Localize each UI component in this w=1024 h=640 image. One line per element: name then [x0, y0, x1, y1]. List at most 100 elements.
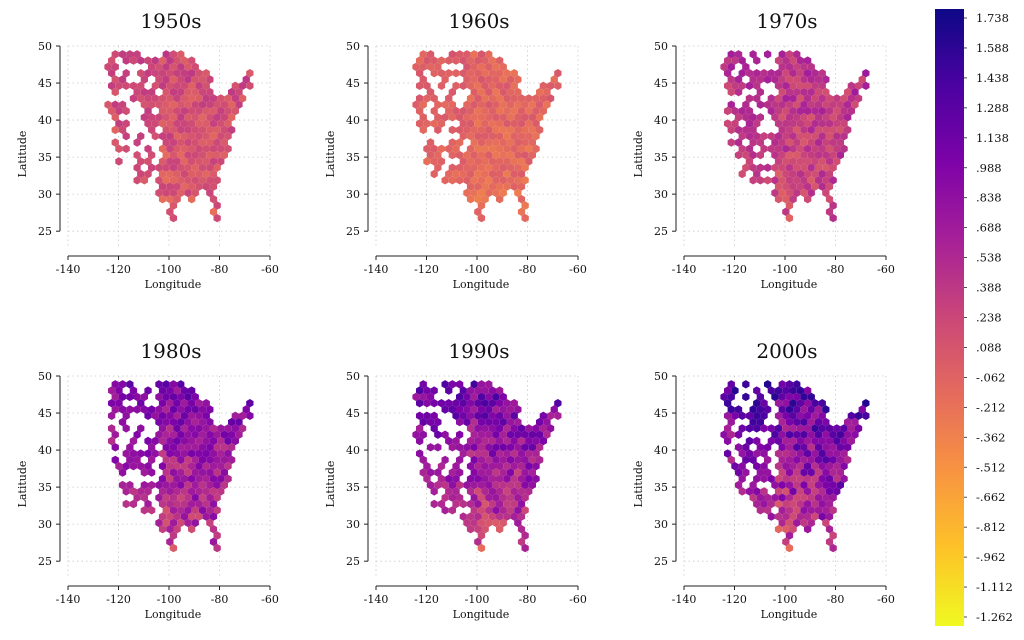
hex-cell	[115, 81, 123, 90]
hex-cell	[474, 169, 482, 179]
hex-cell	[158, 525, 167, 534]
hex-cell	[767, 106, 775, 116]
colorbar-tick-label: 1.588	[976, 41, 1009, 55]
hex-cell	[731, 462, 739, 471]
hex-cell	[456, 455, 464, 465]
hex-cell	[753, 462, 761, 471]
hex-cell	[496, 512, 504, 521]
hex-cell	[133, 138, 141, 147]
hex-cell	[463, 62, 471, 72]
hex-cell	[488, 487, 496, 496]
hex-cell	[184, 493, 192, 502]
hex-cell	[228, 455, 236, 465]
hex-cell	[818, 436, 826, 446]
hex-cell	[228, 113, 236, 122]
hex-cell	[528, 480, 536, 490]
hex-cell	[184, 138, 192, 147]
hex-cell	[118, 50, 127, 59]
hex-cell	[419, 50, 427, 59]
hex-cell	[774, 69, 783, 78]
hex-cell	[129, 81, 138, 90]
hex-cell	[169, 405, 178, 414]
hex-cell	[793, 506, 801, 515]
hex-cell	[800, 417, 808, 427]
hex-cell	[191, 518, 199, 528]
hex-cell	[778, 392, 786, 402]
hex-cell	[807, 75, 815, 84]
hex-cell	[188, 119, 196, 128]
hex-cell	[456, 163, 464, 172]
hex-cell	[517, 424, 526, 433]
hex-cell	[158, 411, 167, 420]
hex-cell	[412, 392, 420, 402]
hex-cell	[496, 182, 504, 191]
hex-cell	[202, 411, 210, 420]
hex-cell	[118, 392, 127, 402]
y-tick-label: 35	[38, 481, 52, 494]
hex-cell	[213, 201, 221, 210]
hex-cell	[485, 392, 493, 402]
hex-cell	[496, 487, 504, 496]
hex-cell	[485, 62, 493, 72]
hex-cell	[753, 386, 761, 395]
hex-cell	[466, 94, 475, 103]
hex-cell	[485, 506, 493, 515]
hex-cell	[825, 499, 834, 509]
hex-cell	[804, 132, 812, 141]
hex-cell	[503, 119, 511, 128]
hex-cell	[108, 411, 116, 420]
hex-cell	[209, 499, 218, 509]
hex-cell	[481, 182, 489, 191]
hex-cell	[104, 62, 112, 72]
hex-cell	[510, 411, 518, 420]
hex-cell	[514, 138, 522, 147]
hex-cell	[804, 499, 812, 509]
hex-cell	[206, 455, 214, 465]
hex-cell	[246, 399, 254, 408]
hex-cell	[738, 449, 746, 458]
hex-cell	[206, 430, 214, 439]
hex-cell	[814, 480, 823, 490]
y-tick-label: 45	[38, 77, 52, 90]
hex-cell	[767, 69, 775, 78]
hex-cell	[118, 100, 127, 109]
hex-cell	[771, 176, 779, 185]
hex-cell	[785, 201, 794, 210]
x-tick-label: -80	[211, 593, 229, 606]
hex-cell	[470, 150, 478, 160]
hex-cell	[459, 56, 467, 65]
hex-cell	[148, 87, 156, 97]
hex-cell	[448, 468, 456, 477]
hex-cell	[517, 474, 526, 483]
hex-cell	[789, 182, 797, 191]
hex-cell	[445, 56, 453, 65]
hex-cell	[144, 144, 152, 153]
panel-title: 1950s	[140, 9, 201, 33]
hex-cell	[517, 94, 526, 103]
hex-cell	[206, 150, 214, 160]
hex-cell	[217, 449, 225, 458]
hex-cell	[528, 468, 536, 477]
hex-cell	[771, 392, 779, 402]
hex-cell	[499, 455, 507, 465]
hex-cell	[448, 493, 456, 502]
hex-cell	[144, 487, 152, 496]
hex-cell	[419, 113, 427, 122]
hex-cell	[445, 487, 453, 496]
hex-cell	[778, 176, 786, 185]
hex-cell	[767, 512, 775, 521]
hex-cells	[720, 50, 870, 223]
hex-cell	[807, 468, 815, 477]
hex-cell	[521, 100, 529, 109]
hex-cell	[441, 176, 449, 185]
hex-cell	[474, 132, 482, 141]
hex-cell	[459, 399, 467, 408]
hex-cell	[140, 493, 148, 502]
hex-cell	[800, 100, 808, 109]
hex-cell	[825, 462, 834, 471]
hex-cell	[818, 462, 826, 471]
hex-cell	[496, 436, 504, 446]
hex-cell	[485, 50, 493, 59]
hex-cell	[510, 499, 518, 509]
